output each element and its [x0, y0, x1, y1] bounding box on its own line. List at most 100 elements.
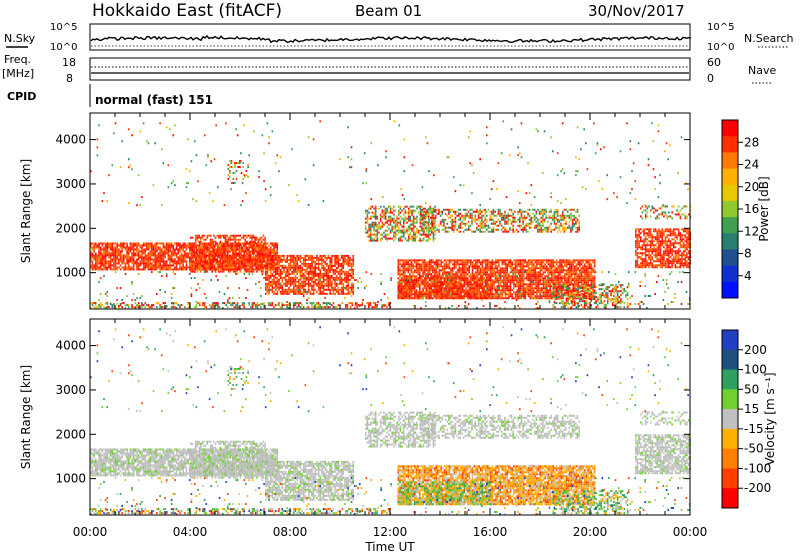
power-cell	[412, 275, 414, 277]
power-cell	[504, 213, 506, 215]
power-cell	[390, 206, 392, 208]
power-cell	[125, 264, 127, 266]
power-cell	[316, 283, 318, 285]
power-cell	[429, 267, 431, 269]
power-cell	[349, 263, 351, 265]
power-cell	[328, 306, 330, 308]
power-cell	[348, 275, 350, 277]
power-cell	[113, 268, 115, 270]
power-cell	[375, 236, 377, 238]
power-cell	[230, 267, 232, 269]
power-cell	[199, 244, 201, 246]
power-cell	[454, 263, 456, 265]
power-cell	[455, 223, 457, 225]
power-cell	[373, 226, 375, 228]
power-cell	[383, 216, 385, 218]
power-cell	[370, 226, 372, 228]
power-cell	[329, 291, 331, 293]
power-cell	[480, 261, 482, 263]
power-cell	[272, 267, 274, 269]
power-cell	[390, 230, 392, 232]
power-cell	[383, 232, 385, 234]
power-cell	[240, 265, 242, 267]
power-cell	[254, 237, 256, 239]
power-cell	[154, 266, 156, 268]
power-cell	[408, 210, 410, 212]
power-cell	[323, 306, 325, 308]
power-cell	[143, 262, 145, 264]
power-cell	[375, 222, 377, 224]
power-cell	[482, 295, 484, 297]
power-cell	[275, 250, 277, 252]
power-cell	[140, 256, 142, 258]
power-cell	[272, 283, 274, 285]
power-cell	[182, 260, 184, 262]
power-cell	[489, 217, 491, 219]
power-cell	[111, 306, 113, 308]
power-cell	[395, 222, 397, 224]
power-cell	[455, 221, 457, 223]
power-cell	[386, 210, 388, 212]
power-cell	[308, 257, 310, 259]
power-cell	[303, 275, 305, 277]
power-cell	[200, 251, 202, 253]
power-cell	[253, 249, 255, 251]
power-cell	[123, 266, 125, 268]
power-cell	[532, 221, 534, 223]
power-cell	[407, 265, 409, 267]
power-cell	[470, 259, 472, 261]
power-cell	[401, 273, 403, 275]
power-cell	[489, 215, 491, 217]
power-cell	[376, 306, 378, 308]
power-cell	[321, 259, 323, 261]
power-cell	[480, 263, 482, 265]
power-cell	[465, 269, 467, 271]
power-cell	[280, 255, 282, 257]
power-cell	[300, 289, 302, 291]
power-cell	[121, 250, 123, 252]
power-cell	[315, 289, 317, 291]
power-cell	[433, 234, 435, 236]
power-cell	[248, 302, 250, 304]
power-cell	[534, 225, 536, 227]
power-cell	[192, 253, 194, 255]
power-cell	[291, 291, 293, 293]
power-cell	[141, 258, 143, 260]
power-cell	[457, 273, 459, 275]
power-cell	[402, 279, 404, 281]
power-cell	[161, 306, 163, 308]
power-cell	[460, 267, 462, 269]
power-cell	[398, 206, 400, 208]
power-cell	[306, 259, 308, 261]
power-cell	[445, 259, 447, 261]
power-cell	[254, 249, 256, 251]
power-cell	[278, 283, 280, 285]
power-cell	[411, 224, 413, 226]
power-cell	[233, 237, 235, 239]
power-cell	[437, 277, 439, 279]
power-cell	[254, 265, 256, 267]
power-cell	[197, 267, 199, 269]
power-cell	[252, 256, 254, 258]
power-cell	[218, 255, 220, 257]
power-cell	[98, 250, 100, 252]
power-cell	[324, 279, 326, 281]
power-cell	[148, 262, 150, 264]
power-cell	[564, 223, 566, 225]
power-cell	[419, 269, 421, 271]
power-cell	[453, 225, 455, 227]
power-cell	[192, 245, 194, 247]
power-cell	[237, 304, 239, 306]
power-cell	[181, 268, 183, 270]
power-cell	[190, 263, 192, 265]
power-cell	[368, 226, 370, 228]
power-cell	[267, 289, 269, 291]
power-cell	[128, 264, 130, 266]
power-cell	[296, 289, 298, 291]
power-cell	[153, 244, 155, 246]
power-cell	[154, 260, 156, 262]
power-cell	[421, 265, 423, 267]
power-cell	[270, 250, 272, 252]
power-cell	[516, 229, 518, 231]
power-cell	[431, 275, 433, 277]
